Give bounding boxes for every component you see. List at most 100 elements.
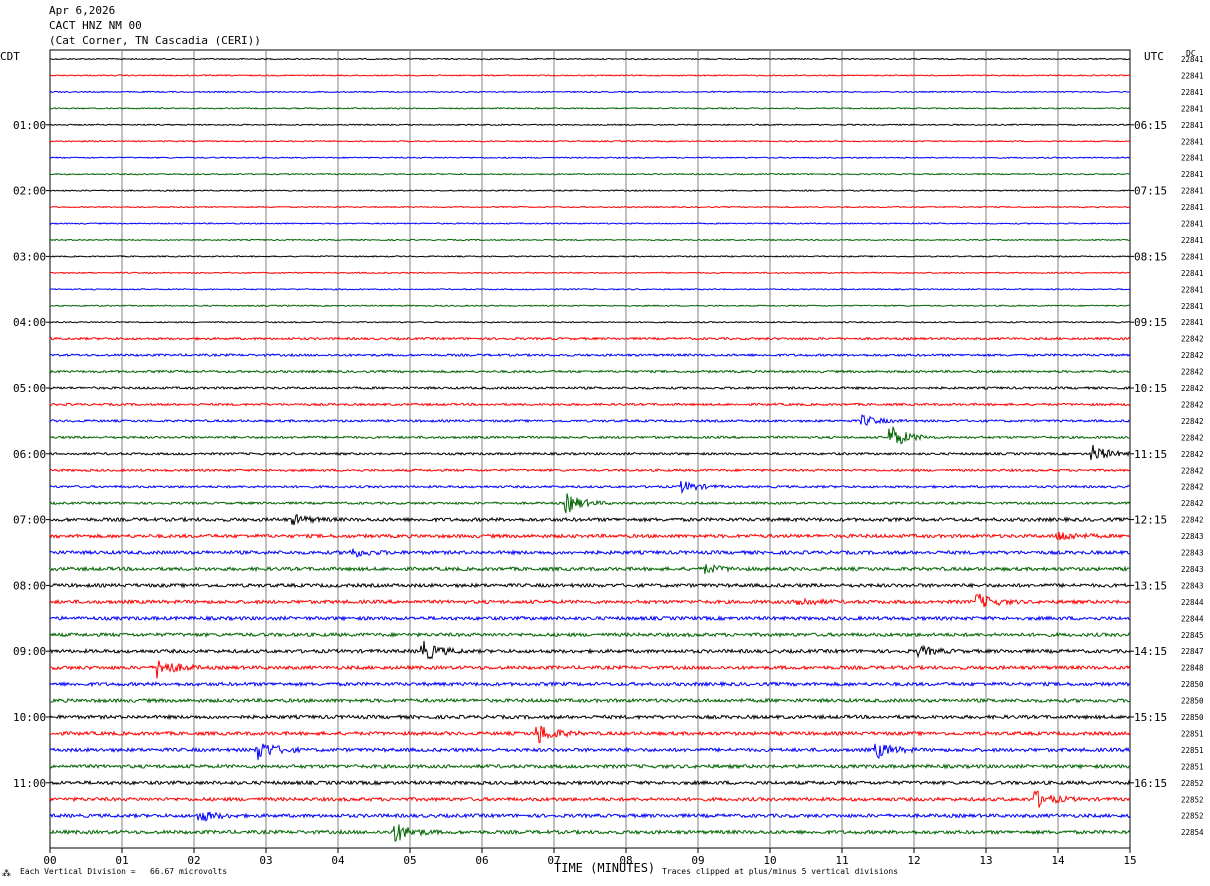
dc-offset-label: 22844 [1181,614,1204,623]
dc-offset-label: 22843 [1181,549,1204,558]
right-time-label: 12:15 [1134,514,1167,527]
trace-row [49,563,1131,574]
left-time-label: 10:00 [13,711,46,724]
x-tick-label: 13 [979,854,992,867]
trace-row [49,548,1130,558]
trace-row [49,352,1131,358]
x-tick-label: 14 [1051,854,1065,867]
plot-frame [49,49,1131,849]
dc-offset-label: 22841 [1181,104,1204,113]
dc-offset-label: 22842 [1181,417,1204,426]
x-tick-label: 11 [835,854,848,867]
right-time-label: 10:15 [1134,382,1167,395]
right-time-label: 08:15 [1134,250,1167,263]
dc-offset-label: 22847 [1181,647,1204,656]
trace-row [49,660,1131,679]
trace-row [49,414,1131,427]
trace-row [49,369,1131,374]
trace-row [49,790,1131,808]
x-tick-label: 06 [475,854,488,867]
trace-row [49,402,1131,407]
dc-header: DC [1186,49,1196,58]
station-label: CACT HNZ NM 00 [49,19,142,32]
x-tick-label: 05 [403,854,416,867]
dc-offset-label: 22842 [1181,516,1204,525]
right-time-label: 13:15 [1134,579,1167,592]
dc-offset-label: 22842 [1181,335,1204,344]
trace-row [49,513,1131,526]
x-tick-label: 12 [907,854,920,867]
trace-row [49,426,1131,445]
dc-offset-label: 22850 [1181,713,1204,722]
dc-offset-label: 22854 [1181,828,1204,837]
dc-offset-label: 22842 [1181,384,1204,393]
left-axis-title: CDT [0,50,20,63]
trace-row [50,255,1131,258]
left-time-label: 01:00 [13,119,46,132]
footer-right-note: Traces clipped at plus/minus 5 vertical … [662,867,899,876]
left-time-label: 05:00 [13,382,46,395]
dc-offset-label: 22842 [1181,499,1204,508]
dc-offset-label: 22841 [1181,137,1204,146]
x-tick-label: 10 [763,854,776,867]
left-time-label: 09:00 [13,645,46,658]
dc-offset-label: 22841 [1181,88,1204,97]
dc-offset-label: 22842 [1181,351,1204,360]
x-axis-title: TIME (MINUTES) [554,861,656,875]
left-time-label: 11:00 [13,777,46,790]
dc-offset-label: 22841 [1181,220,1204,229]
trace-row [49,444,1131,460]
right-axis-title: UTC [1144,50,1164,63]
trace-row [49,593,1131,608]
dc-offset-label: 22845 [1181,631,1204,640]
trace-row [49,222,1131,225]
footer-mark: ⁂ [2,869,11,879]
trace-row [49,763,1131,770]
trace-row [49,336,1131,341]
trace-row [49,172,1131,176]
left-time-label: 07:00 [13,514,46,527]
dc-offset-label: 22842 [1181,433,1204,442]
left-time-label: 04:00 [13,316,46,329]
dc-offset-label: 22842 [1181,483,1204,492]
dc-offset-label: 22841 [1181,285,1204,294]
trace-row [49,680,1131,688]
trace-row [49,385,1131,391]
dc-offset-label: 22842 [1181,400,1204,409]
dc-offset-label: 22842 [1181,450,1204,459]
trace-row [49,139,1131,143]
right-time-label: 11:15 [1134,448,1167,461]
trace-row [49,304,1131,308]
trace-row [49,123,1131,127]
dc-offset-label: 22848 [1181,664,1204,673]
x-tick-label: 07 [547,854,560,867]
trace-row [49,824,1131,842]
dc-offset-label: 22843 [1181,565,1204,574]
right-time-label: 09:15 [1134,316,1167,329]
trace-row [49,320,1131,324]
dc-offset-label: 22841 [1181,187,1204,196]
left-time-label: 03:00 [13,250,46,263]
dc-offset-label: 22841 [1181,252,1204,261]
right-time-label: 06:15 [1134,119,1167,132]
trace-row [49,189,1130,192]
trace-row [49,582,1131,589]
dc-offset-label: 22851 [1181,762,1204,771]
x-tick-label: 08 [619,854,632,867]
dc-offset-label: 22850 [1181,697,1204,706]
trace-row [49,640,1131,660]
dc-offset-label: 22841 [1181,269,1204,278]
dc-offset-label: 22841 [1181,121,1204,130]
dc-offset-label: 22841 [1181,236,1204,245]
dc-offset-label: 22841 [1181,203,1204,212]
trace-row [49,271,1131,275]
trace-row [49,480,1131,495]
dc-offset-label: 22841 [1181,154,1204,163]
right-time-label: 07:15 [1134,185,1167,198]
dc-offset-label: 22850 [1181,680,1204,689]
trace-row [49,90,1130,94]
x-tick-label: 15 [1123,854,1136,867]
right-time-label: 16:15 [1134,777,1167,790]
right-time-label: 14:15 [1134,645,1167,658]
